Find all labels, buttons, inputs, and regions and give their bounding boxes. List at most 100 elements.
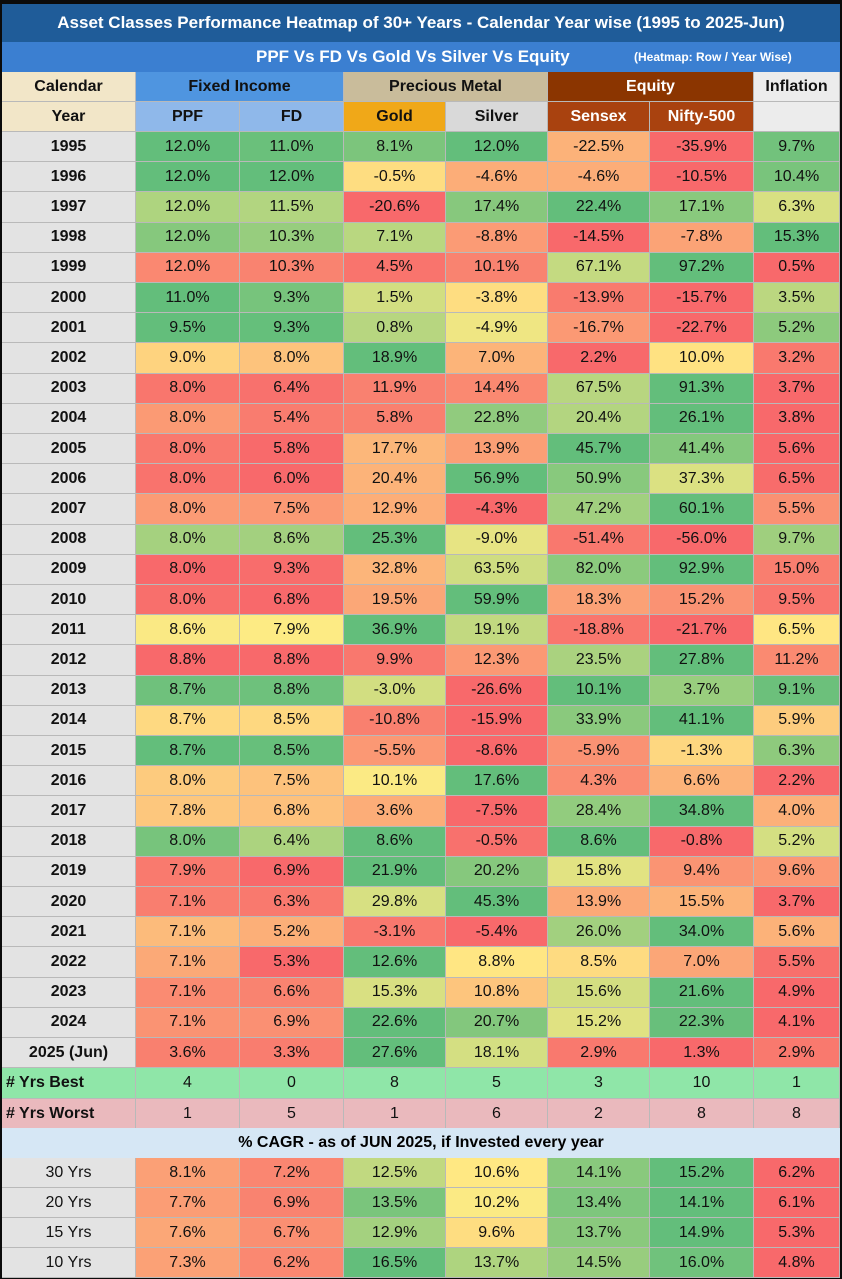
heatmap-cell-sensex: 67.5% (548, 373, 650, 404)
heatmap-cell-fd: 3.3% (240, 1038, 344, 1069)
heatmap-cell-nifty-500: -10.5% (650, 162, 754, 193)
heatmap-cell-inflation: 9.6% (754, 856, 840, 887)
heatmap-cell-fd: 7.5% (240, 766, 344, 797)
heatmap-cell-fd: 6.6% (240, 977, 344, 1008)
cagr-cell-ppf: 7.6% (136, 1218, 240, 1248)
heatmap-cell-fd: 6.4% (240, 826, 344, 857)
cagr-label: 15 Yrs (2, 1218, 136, 1248)
year-label: 2010 (2, 585, 136, 616)
header-row-groups: Calendar Fixed Income Precious Metal Equ… (2, 72, 840, 102)
heatmap-cell-nifty-500: 37.3% (650, 464, 754, 495)
year-label: 2014 (2, 705, 136, 736)
heatmap-cell-nifty-500: -22.7% (650, 313, 754, 344)
year-row: 2012 8.8% 8.8% 9.9% 12.3% 23.5% 27.8% 11.2% (2, 645, 840, 676)
heatmap-cell-fd: 8.0% (240, 343, 344, 374)
year-row: 2006 8.0% 6.0% 20.4% 56.9% 50.9% 37.3% 6.5% (2, 464, 840, 495)
heatmap-cell-sensex: 20.4% (548, 403, 650, 434)
heatmap-cell-gold: 3.6% (344, 796, 446, 827)
header-row-columns: Year PPF FD Gold Silver Sensex Nifty-500 (2, 102, 840, 132)
heatmap-cell-inflation: 6.5% (754, 615, 840, 646)
year-row: 2019 7.9% 6.9% 21.9% 20.2% 15.8% 9.4% 9.6% (2, 856, 840, 887)
heatmap-cell-ppf: 8.8% (136, 645, 240, 676)
heatmap-cell-nifty-500: 15.2% (650, 585, 754, 616)
chart-title: Asset Classes Performance Heatmap of 30+… (2, 4, 840, 42)
yrs-worst-row: # Yrs Worst 1 5 1 6 2 8 8 (2, 1099, 840, 1131)
heatmap-cell-ppf: 8.0% (136, 524, 240, 555)
heatmap-cell-fd: 5.8% (240, 434, 344, 465)
heatmap-cell-ppf: 7.1% (136, 977, 240, 1008)
heatmap-cell-fd: 10.3% (240, 252, 344, 283)
heatmap-cell-sensex: 15.6% (548, 977, 650, 1008)
heatmap-cell-inflation: 5.2% (754, 313, 840, 344)
heatmap-cell-fd: 6.9% (240, 856, 344, 887)
cagr-row: 10 Yrs 7.3% 6.2% 16.5% 13.7% 14.5% 16.0% 4.8% (2, 1248, 840, 1278)
header-inflation-blank (754, 102, 840, 132)
heatmap-cell-inflation: 6.5% (754, 464, 840, 495)
heatmap-cell-inflation: 9.5% (754, 585, 840, 616)
heatmap-cell-gold: -3.0% (344, 675, 446, 706)
cagr-cell-inflation: 6.2% (754, 1158, 840, 1188)
year-label: 2023 (2, 977, 136, 1008)
year-row: 2010 8.0% 6.8% 19.5% 59.9% 18.3% 15.2% 9.5% (2, 585, 840, 616)
heatmap-cell-gold: 9.9% (344, 645, 446, 676)
heatmap-cell-ppf: 8.7% (136, 675, 240, 706)
heatmap-cell-ppf: 8.6% (136, 615, 240, 646)
year-row: 2020 7.1% 6.3% 29.8% 45.3% 13.9% 15.5% 3.7% (2, 887, 840, 918)
heatmap-cell-silver: -3.8% (446, 283, 548, 314)
heatmap-cell-inflation: 0.5% (754, 252, 840, 283)
heatmap-cell-sensex: 33.9% (548, 705, 650, 736)
heatmap-cell-silver: -8.6% (446, 736, 548, 767)
summary-cell-nifty-500: 8 (650, 1099, 754, 1131)
heatmap-cell-fd: 8.8% (240, 645, 344, 676)
heatmap-cell-nifty-500: -0.8% (650, 826, 754, 857)
year-row: 2017 7.8% 6.8% 3.6% -7.5% 28.4% 34.8% 4.0% (2, 796, 840, 827)
heatmap-cell-silver: -0.5% (446, 826, 548, 857)
year-label: 2020 (2, 887, 136, 918)
heatmap-cell-inflation: 9.1% (754, 675, 840, 706)
heatmap-cell-gold: 12.6% (344, 947, 446, 978)
summary-cell-nifty-500: 10 (650, 1068, 754, 1100)
cagr-cell-gold: 12.5% (344, 1158, 446, 1188)
header-sensex: Sensex (548, 102, 650, 132)
heatmap-cell-nifty-500: 21.6% (650, 977, 754, 1008)
chart-subtitle-note: (Heatmap: Row / Year Wise) (634, 50, 792, 64)
heatmap-cell-inflation: 11.2% (754, 645, 840, 676)
year-label: 1999 (2, 252, 136, 283)
heatmap-cell-silver: 13.9% (446, 434, 548, 465)
heatmap-cell-ppf: 8.0% (136, 494, 240, 525)
heatmap-cell-inflation: 9.7% (754, 524, 840, 555)
summary-cell-inflation: 1 (754, 1068, 840, 1100)
heatmap-cell-sensex: 13.9% (548, 887, 650, 918)
heatmap-cell-inflation: 5.6% (754, 917, 840, 948)
header-precious-metal: Precious Metal (344, 72, 548, 102)
chart-subtitle: PPF Vs FD Vs Gold Vs Silver Vs Equity (256, 47, 570, 66)
heatmap-cell-fd: 5.2% (240, 917, 344, 948)
cagr-cell-nifty-500: 14.1% (650, 1188, 754, 1218)
year-label: 1996 (2, 162, 136, 193)
heatmap-cell-gold: 8.6% (344, 826, 446, 857)
cagr-cell-fd: 6.9% (240, 1188, 344, 1218)
heatmap-cell-nifty-500: 9.4% (650, 856, 754, 887)
heatmap-cell-ppf: 8.0% (136, 403, 240, 434)
heatmap-cell-nifty-500: -56.0% (650, 524, 754, 555)
heatmap-cell-silver: 18.1% (446, 1038, 548, 1069)
heatmap-cell-ppf: 12.0% (136, 162, 240, 193)
year-row: 2015 8.7% 8.5% -5.5% -8.6% -5.9% -1.3% 6.3% (2, 736, 840, 767)
cagr-cell-silver: 9.6% (446, 1218, 548, 1248)
year-row: 1998 12.0% 10.3% 7.1% -8.8% -14.5% -7.8% 15.3% (2, 222, 840, 253)
cagr-cell-silver: 13.7% (446, 1248, 548, 1278)
heatmap-cell-inflation: 9.7% (754, 132, 840, 163)
heatmap-cell-sensex: -18.8% (548, 615, 650, 646)
cagr-cell-silver: 10.6% (446, 1158, 548, 1188)
heatmap-cell-nifty-500: 17.1% (650, 192, 754, 223)
cagr-row: 20 Yrs 7.7% 6.9% 13.5% 10.2% 13.4% 14.1% 6.1% (2, 1188, 840, 1218)
heatmap-cell-fd: 8.5% (240, 705, 344, 736)
year-label: 1995 (2, 132, 136, 163)
summary-cell-ppf: 1 (136, 1099, 240, 1131)
heatmap-cell-inflation: 3.5% (754, 283, 840, 314)
year-row: 2002 9.0% 8.0% 18.9% 7.0% 2.2% 10.0% 3.2% (2, 343, 840, 374)
year-label: 2009 (2, 554, 136, 585)
cagr-cell-ppf: 7.3% (136, 1248, 240, 1278)
heatmap-cell-silver: -9.0% (446, 524, 548, 555)
year-row: 2016 8.0% 7.5% 10.1% 17.6% 4.3% 6.6% 2.2% (2, 766, 840, 797)
